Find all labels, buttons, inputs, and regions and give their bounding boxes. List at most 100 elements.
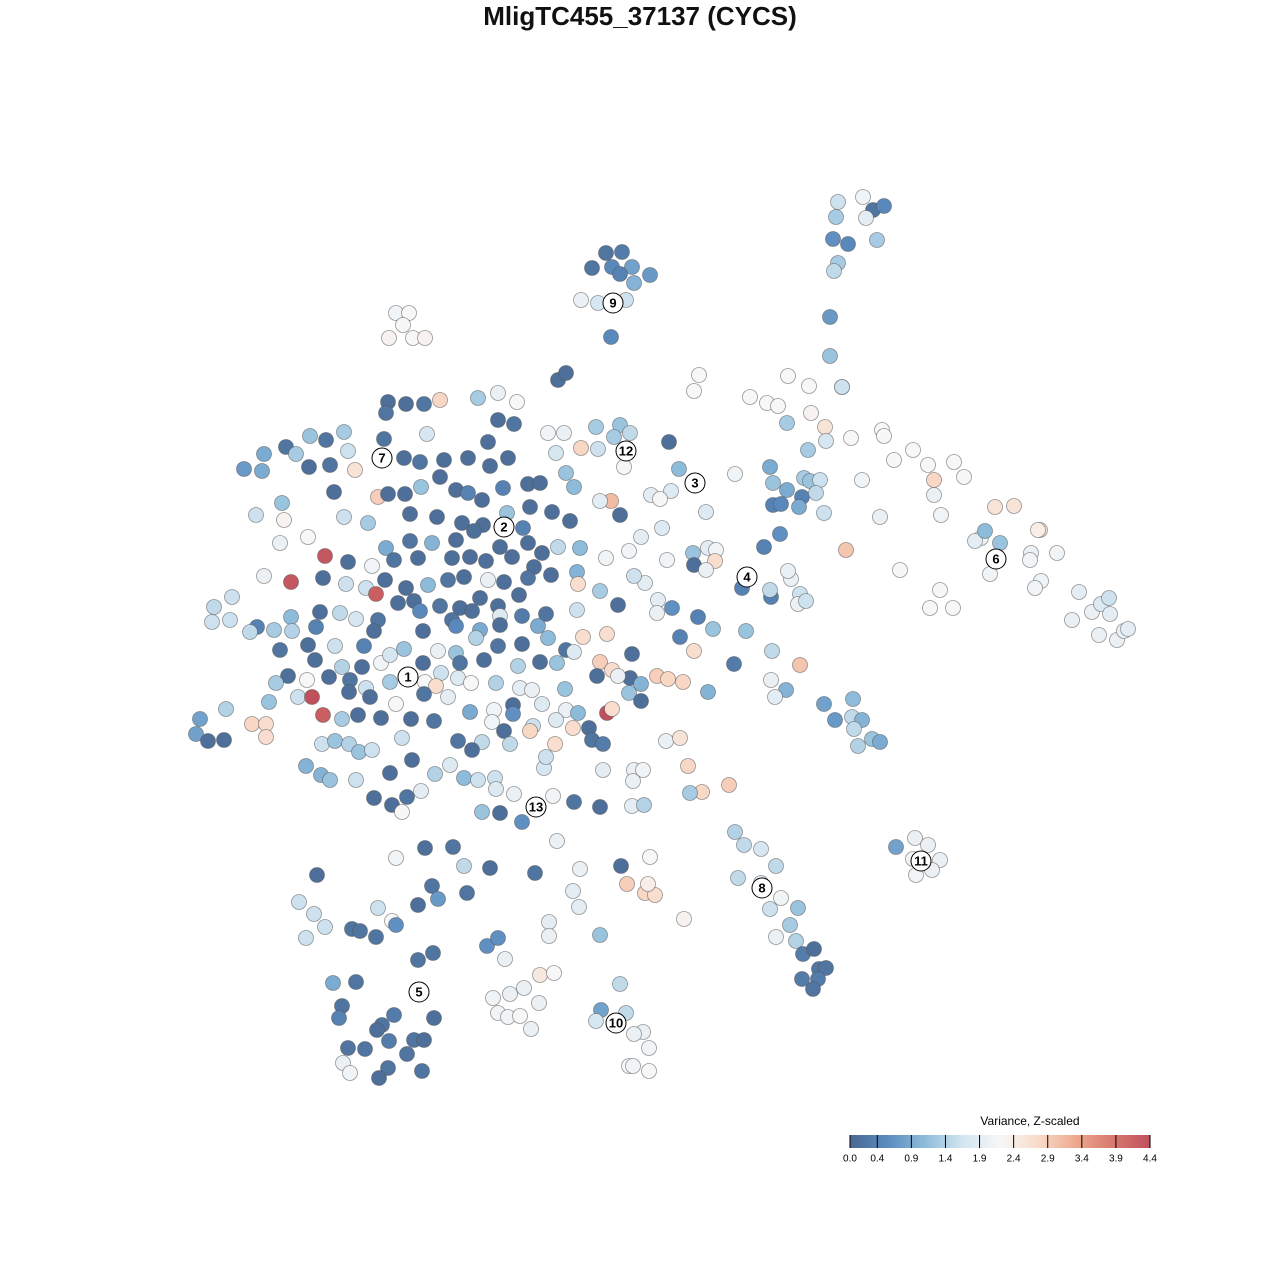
point xyxy=(460,485,476,501)
point xyxy=(546,965,562,981)
colorbar-segment xyxy=(900,1135,903,1148)
point xyxy=(362,689,378,705)
point xyxy=(464,742,480,758)
colorbar-segment xyxy=(1102,1135,1106,1148)
point xyxy=(803,405,819,421)
colorbar-segment xyxy=(927,1135,931,1148)
point xyxy=(413,479,429,495)
point xyxy=(892,562,908,578)
point xyxy=(520,535,536,551)
point xyxy=(462,704,478,720)
point xyxy=(575,629,591,645)
point xyxy=(570,705,586,721)
point xyxy=(621,685,637,701)
colorbar-segment xyxy=(1035,1135,1038,1148)
point xyxy=(396,641,412,657)
point xyxy=(426,1010,442,1026)
colorbar-segment xyxy=(870,1135,873,1148)
point xyxy=(440,572,456,588)
colorbar-segment xyxy=(932,1135,936,1148)
point xyxy=(274,495,290,511)
colorbar-segment xyxy=(922,1135,926,1148)
point xyxy=(572,861,588,877)
cluster-label: 5 xyxy=(415,984,422,999)
point xyxy=(284,623,300,639)
colorbar-segment xyxy=(972,1135,976,1148)
colorbar-segment xyxy=(1055,1135,1058,1148)
colorbar-segment xyxy=(1020,1135,1023,1148)
colorbar-segment xyxy=(1087,1135,1091,1148)
point xyxy=(502,736,518,752)
point xyxy=(1006,498,1022,514)
point xyxy=(348,772,364,788)
point xyxy=(445,839,461,855)
point xyxy=(336,509,352,525)
cluster-label: 6 xyxy=(992,551,999,566)
colorbar-segment xyxy=(860,1135,863,1148)
point xyxy=(322,772,338,788)
point xyxy=(332,605,348,621)
point xyxy=(1027,580,1043,596)
point xyxy=(816,696,832,712)
point xyxy=(661,434,677,450)
colorbar-segment xyxy=(942,1135,946,1148)
point xyxy=(456,858,472,874)
point xyxy=(380,486,396,502)
point xyxy=(514,636,530,652)
point xyxy=(556,425,572,441)
colorbar-segment xyxy=(982,1135,986,1148)
colorbar-segment xyxy=(877,1135,881,1148)
point xyxy=(495,480,511,496)
point xyxy=(721,777,737,793)
point xyxy=(380,1060,396,1076)
colorbar-segment xyxy=(1007,1135,1011,1148)
colorbar-segment xyxy=(1022,1135,1026,1148)
colorbar-segment xyxy=(1137,1135,1141,1148)
point xyxy=(765,475,781,491)
point xyxy=(460,450,476,466)
point xyxy=(388,917,404,933)
point xyxy=(425,945,441,961)
point xyxy=(1102,606,1118,622)
point xyxy=(351,744,367,760)
point xyxy=(1120,621,1136,637)
point xyxy=(926,487,942,503)
point xyxy=(336,424,352,440)
point xyxy=(557,681,573,697)
point xyxy=(505,706,521,722)
point xyxy=(299,672,315,688)
cluster-label-bg xyxy=(736,566,758,588)
point xyxy=(641,1063,657,1079)
point xyxy=(727,466,743,482)
point xyxy=(590,441,606,457)
point xyxy=(791,499,807,515)
point xyxy=(798,593,814,609)
point xyxy=(838,542,854,558)
colorbar-segment xyxy=(985,1135,988,1148)
point xyxy=(440,689,456,705)
colorbar-segment xyxy=(1067,1135,1071,1148)
point xyxy=(888,839,904,855)
point xyxy=(588,419,604,435)
point xyxy=(565,883,581,899)
point xyxy=(543,567,559,583)
point xyxy=(826,263,842,279)
point xyxy=(356,638,372,654)
colorbar-segment xyxy=(1112,1135,1116,1148)
point xyxy=(490,412,506,428)
colorbar-segment xyxy=(950,1135,953,1148)
colorbar-segment xyxy=(892,1135,896,1148)
point xyxy=(370,900,386,916)
point xyxy=(413,783,429,799)
point xyxy=(366,623,382,639)
point xyxy=(768,929,784,945)
point xyxy=(763,672,779,688)
point xyxy=(544,504,560,520)
colorbar-tick-label: 4.4 xyxy=(1143,1154,1157,1165)
point xyxy=(430,643,446,659)
point xyxy=(388,850,404,866)
colorbar-segment xyxy=(907,1135,911,1148)
colorbar-tick-label: 0.0 xyxy=(843,1154,857,1165)
point xyxy=(1101,590,1117,606)
